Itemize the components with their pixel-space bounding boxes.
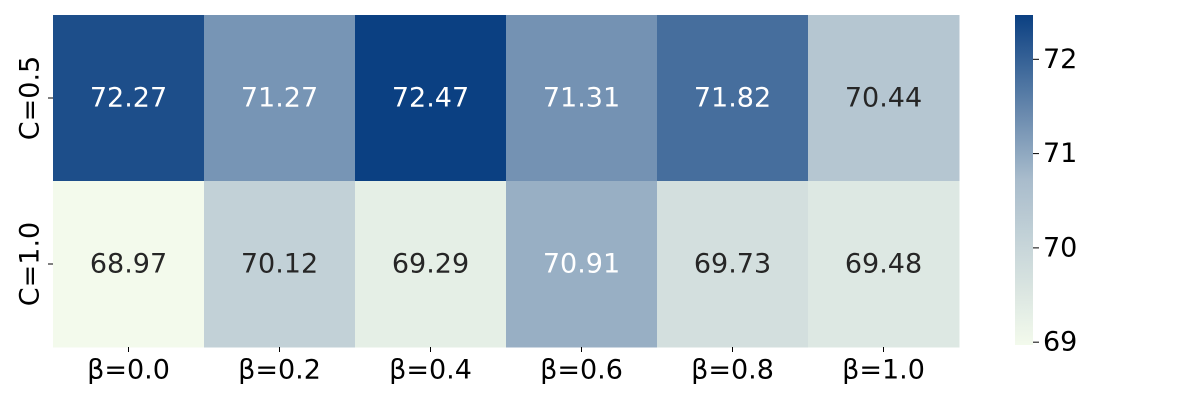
- x-tick-label-1: β=0.2: [238, 355, 321, 386]
- heatmap-cell-r0-c4: [657, 15, 809, 182]
- heatmap-cell-r1-c3: [506, 181, 658, 348]
- cell-annotation-r1-c1: 70.12: [241, 249, 318, 280]
- cell-annotation-r1-c5: 69.48: [845, 249, 922, 280]
- cell-annotation-r0-c5: 70.44: [845, 83, 922, 114]
- cell-annotation-r1-c3: 70.91: [543, 249, 620, 280]
- heatmap-cell-r1-c1: [204, 181, 356, 348]
- heatmap-cells: [53, 15, 960, 348]
- x-tick-label-4: β=0.8: [691, 355, 774, 386]
- heatmap-cell-r0-c0: [53, 15, 205, 182]
- colorbar-tick-label-2: 71: [1043, 138, 1077, 169]
- y-tick-label-0: C=0.5: [15, 56, 46, 140]
- cell-annotation-r0-c1: 71.27: [241, 83, 318, 114]
- x-axis: β=0.0 β=0.2 β=0.4 β=0.6 β=0.8 β=1.0: [87, 347, 925, 386]
- heatmap-cell-r1-c0: [53, 181, 205, 348]
- y-axis: C=0.5 C=1.0: [15, 56, 53, 306]
- cell-annotation-r0-c0: 72.27: [90, 83, 167, 114]
- x-tick-label-3: β=0.6: [540, 355, 623, 386]
- x-tick-label-5: β=1.0: [842, 355, 925, 386]
- colorbar-tick-label-0: 69: [1043, 327, 1077, 358]
- heatmap-cell-r0-c1: [204, 15, 356, 182]
- cell-annotation-r1-c0: 68.97: [90, 249, 167, 280]
- colorbar: 69 70 71 72: [1015, 15, 1077, 358]
- x-tick-label-2: β=0.4: [389, 355, 472, 386]
- heatmap-cell-r1-c5: [808, 181, 960, 348]
- x-tick-label-0: β=0.0: [87, 355, 170, 386]
- colorbar-tick-label-1: 70: [1043, 232, 1077, 263]
- colorbar-tick-label-3: 72: [1043, 44, 1077, 75]
- cell-annotation-r1-c4: 69.73: [694, 249, 771, 280]
- cell-annotation-r1-c2: 69.29: [392, 249, 469, 280]
- cell-annotations: 72.27 71.27 72.47 71.31 71.82 70.44 68.97 70.12…: [90, 83, 922, 280]
- colorbar-gradient: [1015, 15, 1033, 345]
- cell-annotation-r0-c4: 71.82: [694, 83, 771, 114]
- y-tick-label-1: C=1.0: [15, 222, 46, 306]
- heatmap-cell-r0-c2: [355, 15, 507, 182]
- heatmap-cell-r0-c3: [506, 15, 658, 182]
- heatmap-cell-r1-c2: [355, 181, 507, 348]
- cell-annotation-r0-c3: 71.31: [543, 83, 620, 114]
- heatmap-cell-r0-c5: [808, 15, 960, 182]
- cell-annotation-r0-c2: 72.47: [392, 83, 469, 114]
- heatmap-cell-r1-c4: [657, 181, 809, 348]
